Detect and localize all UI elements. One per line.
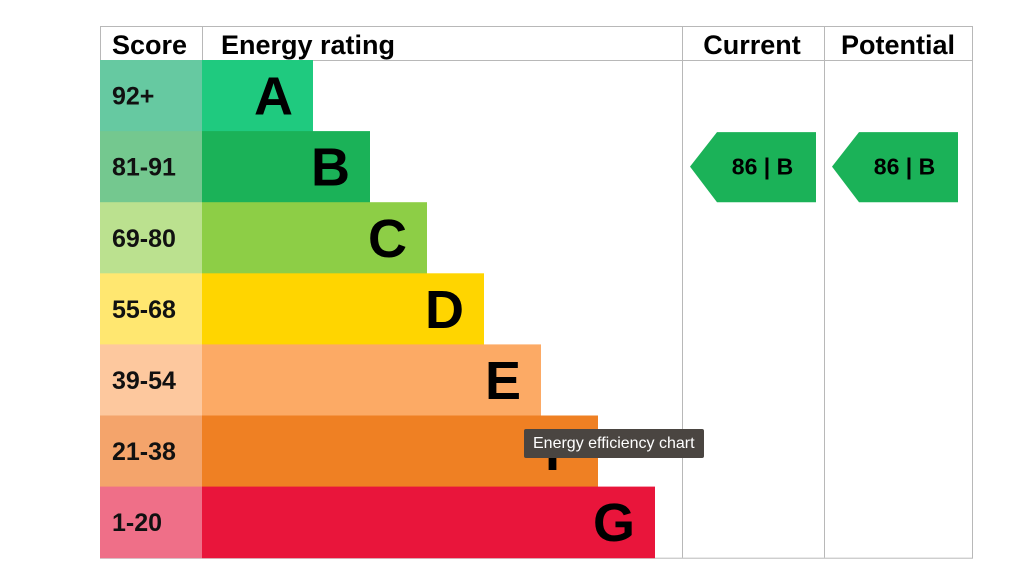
band-letter-g: G	[593, 493, 635, 553]
band-bar-d	[202, 273, 484, 345]
score-range-label: 81-91	[112, 154, 176, 182]
band-bar-b	[202, 131, 370, 203]
score-cell	[100, 202, 202, 274]
header-potential: Potential	[841, 30, 955, 60]
header-current: Current	[703, 30, 801, 60]
rating-markers: 86 | B 86 | B	[690, 132, 958, 203]
score-cell	[100, 486, 202, 559]
current-rating-label: 86 | B	[732, 154, 793, 180]
score-cell	[100, 131, 202, 203]
band-letter-b: B	[311, 138, 350, 198]
band-letter-c: C	[368, 209, 407, 269]
current-arrow	[690, 132, 816, 203]
header-energy-rating: Energy rating	[221, 30, 395, 60]
score-range-label: 55-68	[112, 296, 176, 324]
band-bar-c	[202, 202, 427, 274]
band-letter-e: E	[485, 351, 521, 411]
chart-tooltip: Energy efficiency chart	[524, 429, 704, 458]
header-score: Score	[112, 30, 187, 60]
score-range-label: 92+	[112, 83, 154, 111]
score-range-label: 1-20	[112, 509, 162, 537]
potential-rating-label: 86 | B	[874, 154, 935, 180]
score-cell	[100, 415, 202, 488]
potential-arrow	[832, 132, 958, 203]
band-bar-e	[202, 344, 541, 416]
score-range-label: 69-80	[112, 225, 176, 253]
score-range-label: 39-54	[112, 367, 176, 395]
band-bar-a	[202, 60, 313, 132]
band-bar-g	[202, 486, 655, 559]
band-letter-d: D	[425, 280, 464, 340]
band-letter-a: A	[254, 67, 293, 127]
score-cell	[100, 273, 202, 345]
score-cell	[100, 344, 202, 416]
score-cell	[100, 60, 202, 132]
score-range-label: 21-38	[112, 438, 176, 466]
